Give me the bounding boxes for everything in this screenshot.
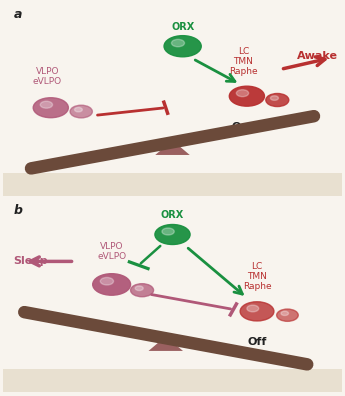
Text: Awake: Awake (297, 51, 338, 61)
Circle shape (130, 284, 154, 297)
Text: VLPO
eVLPO: VLPO eVLPO (97, 242, 126, 261)
Circle shape (270, 96, 278, 100)
Text: a: a (13, 8, 22, 21)
Circle shape (40, 101, 52, 108)
Text: VLPO
eVLPO: VLPO eVLPO (33, 67, 62, 86)
Text: ORX: ORX (161, 210, 184, 220)
Text: Sleep: Sleep (13, 256, 48, 267)
Circle shape (75, 107, 82, 112)
Circle shape (171, 39, 185, 47)
Text: ORX: ORX (171, 22, 194, 32)
Circle shape (236, 89, 249, 97)
Text: LC
TMN
Raphe: LC TMN Raphe (243, 262, 271, 291)
Circle shape (164, 36, 201, 57)
Text: LC
TMN
Raphe: LC TMN Raphe (229, 47, 258, 76)
Circle shape (247, 305, 259, 312)
Circle shape (135, 286, 143, 291)
Circle shape (100, 278, 114, 285)
Text: On: On (231, 122, 249, 132)
Text: Off: Off (247, 337, 267, 347)
Circle shape (33, 98, 68, 118)
Circle shape (240, 302, 274, 321)
Circle shape (229, 86, 265, 106)
Circle shape (277, 309, 298, 321)
FancyBboxPatch shape (3, 369, 342, 392)
Polygon shape (155, 140, 190, 155)
Circle shape (70, 105, 92, 118)
FancyBboxPatch shape (3, 173, 342, 196)
Text: b: b (13, 204, 22, 217)
Polygon shape (148, 336, 183, 351)
Circle shape (281, 311, 288, 316)
Circle shape (93, 274, 130, 295)
Circle shape (162, 228, 174, 235)
Circle shape (155, 225, 190, 244)
Circle shape (266, 93, 289, 107)
